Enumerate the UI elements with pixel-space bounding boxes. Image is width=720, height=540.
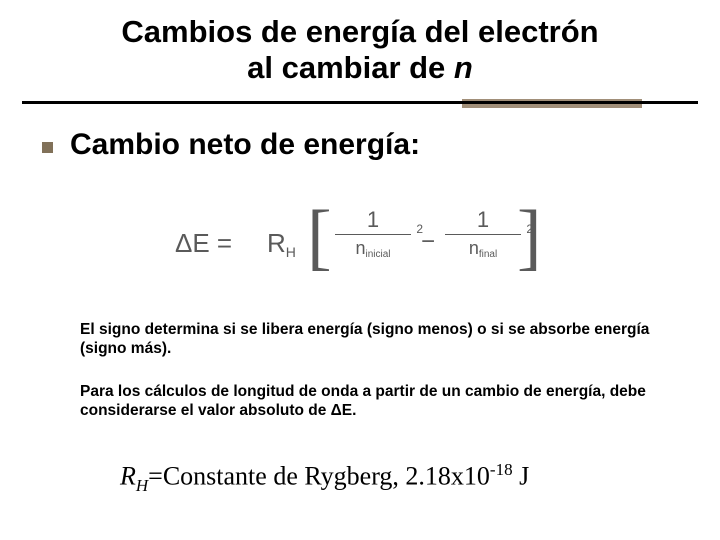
- frac1-num: 1: [335, 208, 411, 235]
- eq-R-sub: H: [286, 244, 296, 260]
- slide-title: Cambios de energía del electrón al cambi…: [0, 0, 720, 93]
- eq-R: R: [267, 228, 286, 258]
- title-line2-n: n: [454, 50, 473, 85]
- rule-line: [22, 101, 698, 104]
- bracket-right-icon: ]: [517, 200, 542, 274]
- slide: Cambios de energía del electrón al cambi…: [0, 0, 720, 540]
- frac1-den: ninicial 2: [335, 235, 411, 260]
- square-bullet-icon: [42, 142, 53, 153]
- paragraph-abs: Para los cálculos de longitud de onda a …: [80, 382, 660, 421]
- frac1-sub: inicial: [366, 249, 391, 260]
- frac2-num: 1: [445, 208, 521, 235]
- frac2-n: n: [469, 238, 479, 258]
- const-unit: J: [513, 462, 530, 491]
- const-eq: =Constante de Rygberg, 2.18x10: [148, 462, 490, 491]
- eq-rydberg: RH: [267, 228, 296, 260]
- title-rule: [22, 97, 698, 113]
- subtitle-text: Cambio neto de energía:: [70, 128, 678, 162]
- equation: ΔE = RH [ 1 ninicial 2 − 1 nfinal 2 ]: [175, 198, 545, 288]
- subtitle-block: Cambio neto de energía:: [42, 128, 678, 162]
- frac2-sub: final: [479, 249, 497, 260]
- title-line1: Cambios de energía del electrón: [121, 14, 598, 49]
- const-R: R: [120, 462, 136, 491]
- rydberg-constant: RH=Constante de Rygberg, 2.18x10-18 J: [120, 460, 680, 496]
- const-R-sub: H: [136, 476, 148, 495]
- paragraph-sign: El signo determina si se libera energía …: [80, 320, 660, 359]
- const-exp: -18: [490, 460, 513, 479]
- eq-minus: −: [421, 228, 435, 256]
- bracket-left-icon: [: [307, 200, 332, 274]
- title-line2-prefix: al cambiar de: [247, 50, 454, 85]
- fraction-initial: 1 ninicial 2: [335, 208, 411, 260]
- frac1-n: n: [355, 238, 365, 258]
- fraction-final: 1 nfinal 2: [445, 208, 521, 260]
- eq-lhs: ΔE =: [175, 228, 232, 259]
- frac2-den: nfinal 2: [445, 235, 521, 260]
